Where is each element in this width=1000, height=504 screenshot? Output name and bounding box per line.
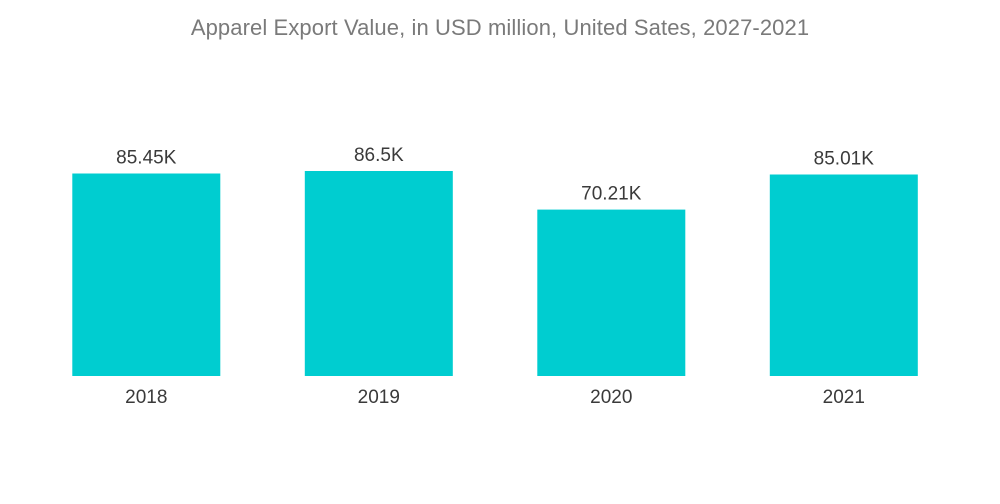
bar-2020 — [537, 209, 686, 376]
chart-title: Apparel Export Value, in USD million, Un… — [190, 15, 810, 40]
x-axis-tick-labels: 2018 2019 2020 2021 — [125, 387, 865, 408]
x-tick-label-2018: 2018 — [125, 387, 167, 408]
bar-2019 — [304, 171, 453, 376]
x-tick-label-2021: 2021 — [823, 387, 865, 408]
value-labels-layer: 85.45K 86.5K 70.21K 85.01K — [116, 145, 874, 205]
bars-layer — [72, 171, 918, 376]
x-tick-label-2020: 2020 — [590, 387, 632, 408]
bar-2021 — [769, 174, 918, 376]
value-label-2020: 70.21K — [581, 184, 642, 205]
x-tick-label-2019: 2019 — [358, 387, 400, 408]
value-label-2019: 86.5K — [354, 145, 404, 166]
value-label-2021: 85.01K — [814, 149, 875, 170]
bar-2018 — [72, 173, 221, 376]
value-label-2018: 85.45K — [116, 148, 177, 169]
